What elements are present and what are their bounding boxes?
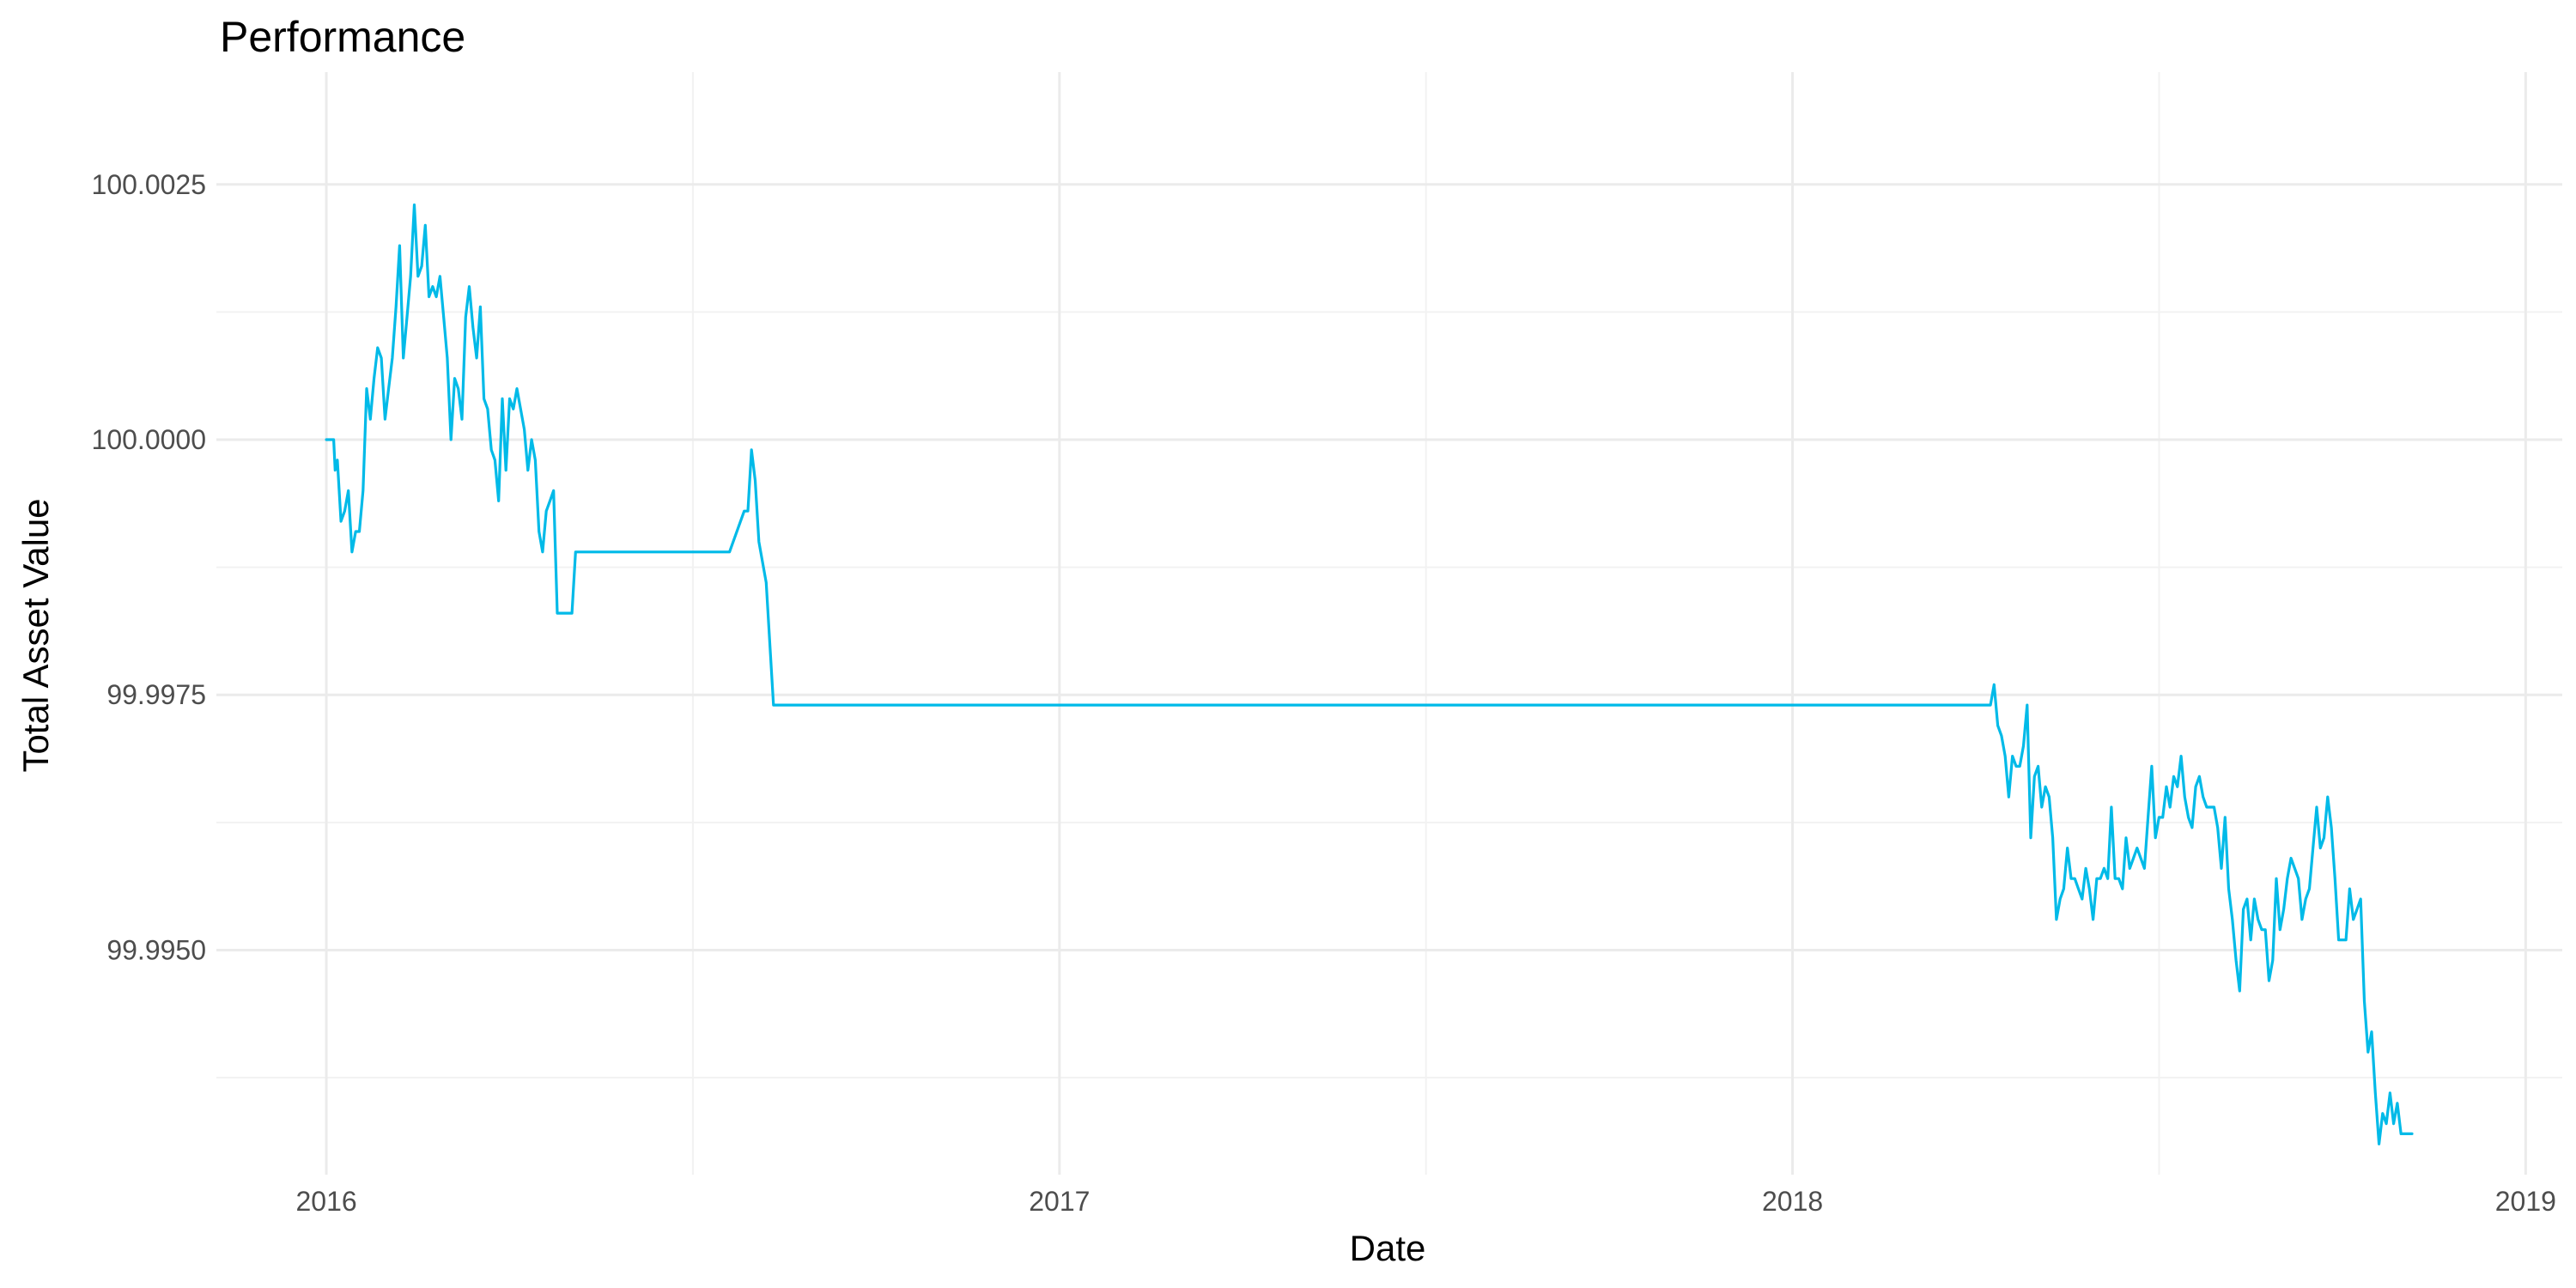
series-layer [325, 204, 2414, 1145]
grid [216, 72, 2562, 1175]
x-axis-ticks: 2016 2017 2018 2019 [295, 1186, 2555, 1217]
y-tick-label: 100.0000 [92, 424, 206, 455]
x-tick-label: 2016 [295, 1186, 356, 1217]
y-tick-label: 100.0025 [92, 169, 206, 200]
y-axis-ticks: 100.0025 100.0000 99.9975 99.9950 [92, 169, 206, 966]
x-tick-label: 2018 [1762, 1186, 1823, 1217]
y-tick-label: 99.9975 [106, 679, 206, 710]
chart-title: Performance [220, 13, 465, 61]
y-tick-label: 99.9950 [106, 934, 206, 965]
x-axis-title: Date [1350, 1228, 1426, 1268]
series-line-total-asset-value [325, 204, 2414, 1145]
x-tick-label: 2019 [2495, 1186, 2556, 1217]
x-tick-label: 2017 [1029, 1186, 1090, 1217]
y-axis-title: Total Asset Value [15, 498, 56, 772]
